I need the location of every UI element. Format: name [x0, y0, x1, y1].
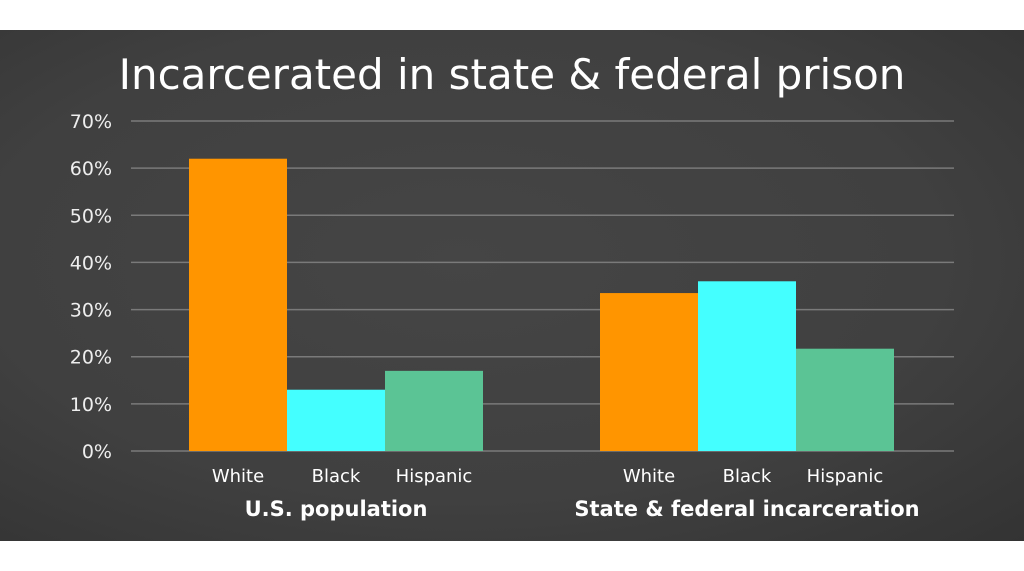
y-tick-label: 60%	[70, 158, 112, 180]
x-tick-label: Hispanic	[396, 466, 473, 487]
y-tick-label: 50%	[70, 205, 112, 227]
chart-title: Incarcerated in state & federal prison	[118, 50, 906, 99]
bar-white	[600, 293, 698, 451]
y-tick-label: 40%	[70, 252, 112, 274]
bar-black	[698, 281, 796, 451]
bar-hispanic	[385, 370, 483, 451]
y-tick-label: 70%	[70, 111, 112, 133]
x-tick-label: Black	[312, 466, 361, 487]
y-tick-label: 10%	[70, 394, 112, 416]
bar-white	[189, 158, 287, 451]
group-label: U.S. population	[245, 497, 428, 521]
bar-chart: 0% 10% 20% 30% 40% 50% 60% 70% White Black Hispani…	[70, 111, 954, 521]
y-tick-label: 30%	[70, 300, 112, 322]
bar-black	[287, 389, 385, 451]
x-tick-label: White	[623, 466, 675, 487]
bar-hispanic	[796, 348, 894, 451]
x-tick-label: Black	[723, 466, 772, 487]
x-tick-label: Hispanic	[807, 466, 884, 487]
y-tick-label: 0%	[82, 441, 112, 463]
slide: Incarcerated in state & federal prison 0…	[0, 30, 1024, 541]
group-label: State & federal incarceration	[574, 497, 919, 521]
y-tick-label: 20%	[70, 347, 112, 369]
x-tick-label: White	[212, 466, 264, 487]
